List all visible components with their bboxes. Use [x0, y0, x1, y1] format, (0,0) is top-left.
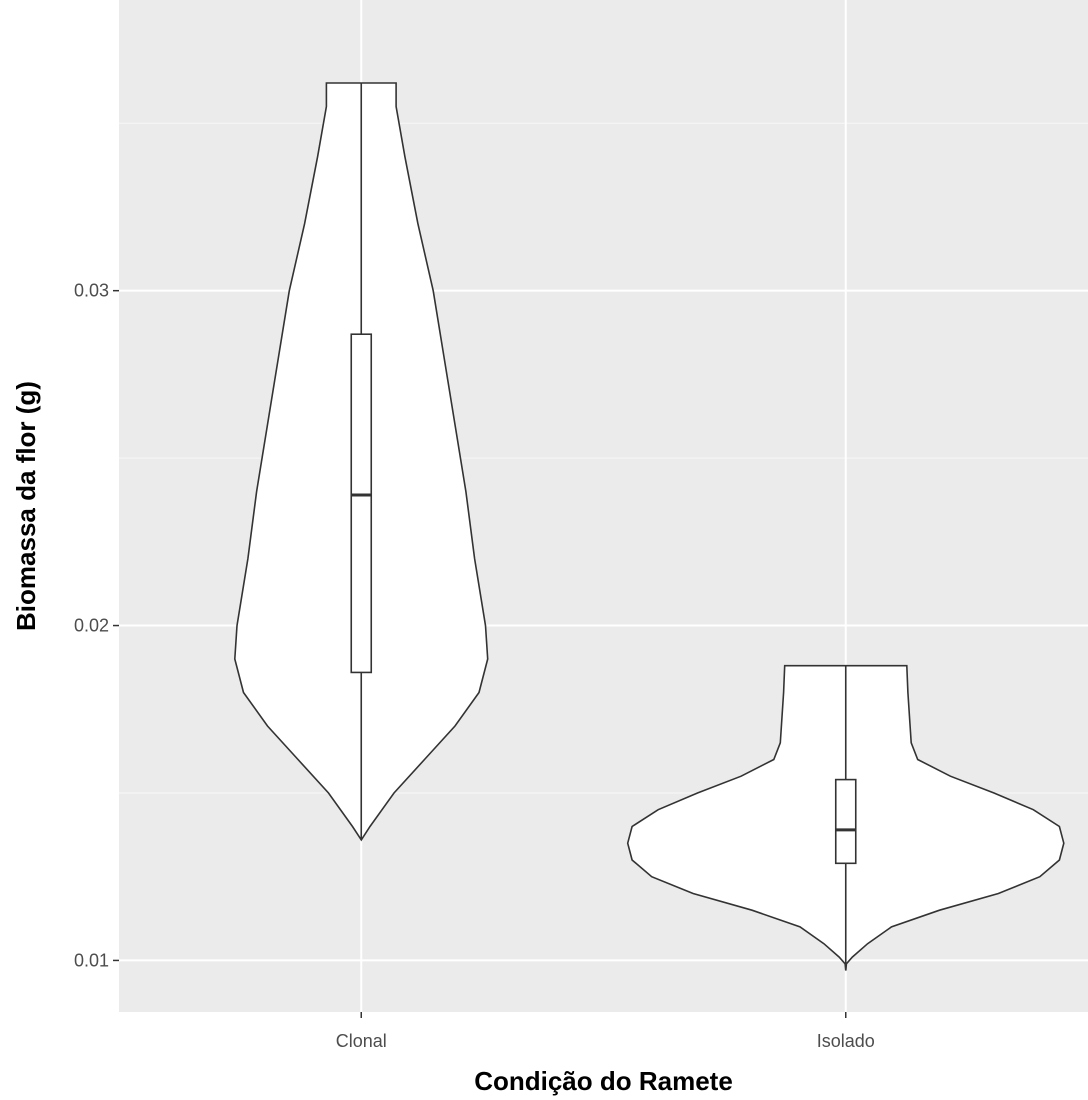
y-axis-title: Biomassa da flor (g): [11, 381, 41, 631]
grid-layer: [119, 0, 1088, 1012]
x-axis-title: Condição do Ramete: [474, 1066, 733, 1096]
x-tick-label-1: Isolado: [817, 1031, 875, 1051]
y-tick-label-1: 0.02: [74, 616, 109, 636]
x-tick-label-0: Clonal: [336, 1031, 387, 1051]
box-isolado: [834, 778, 857, 865]
box-clonal: [350, 333, 373, 674]
axis-layer: 0.01 0.02 0.03 Clonal Isolado: [74, 281, 875, 1051]
y-tick-label-2: 0.03: [74, 281, 109, 301]
y-tick-label-0: 0.01: [74, 950, 109, 970]
violin-layer: [233, 82, 1065, 971]
